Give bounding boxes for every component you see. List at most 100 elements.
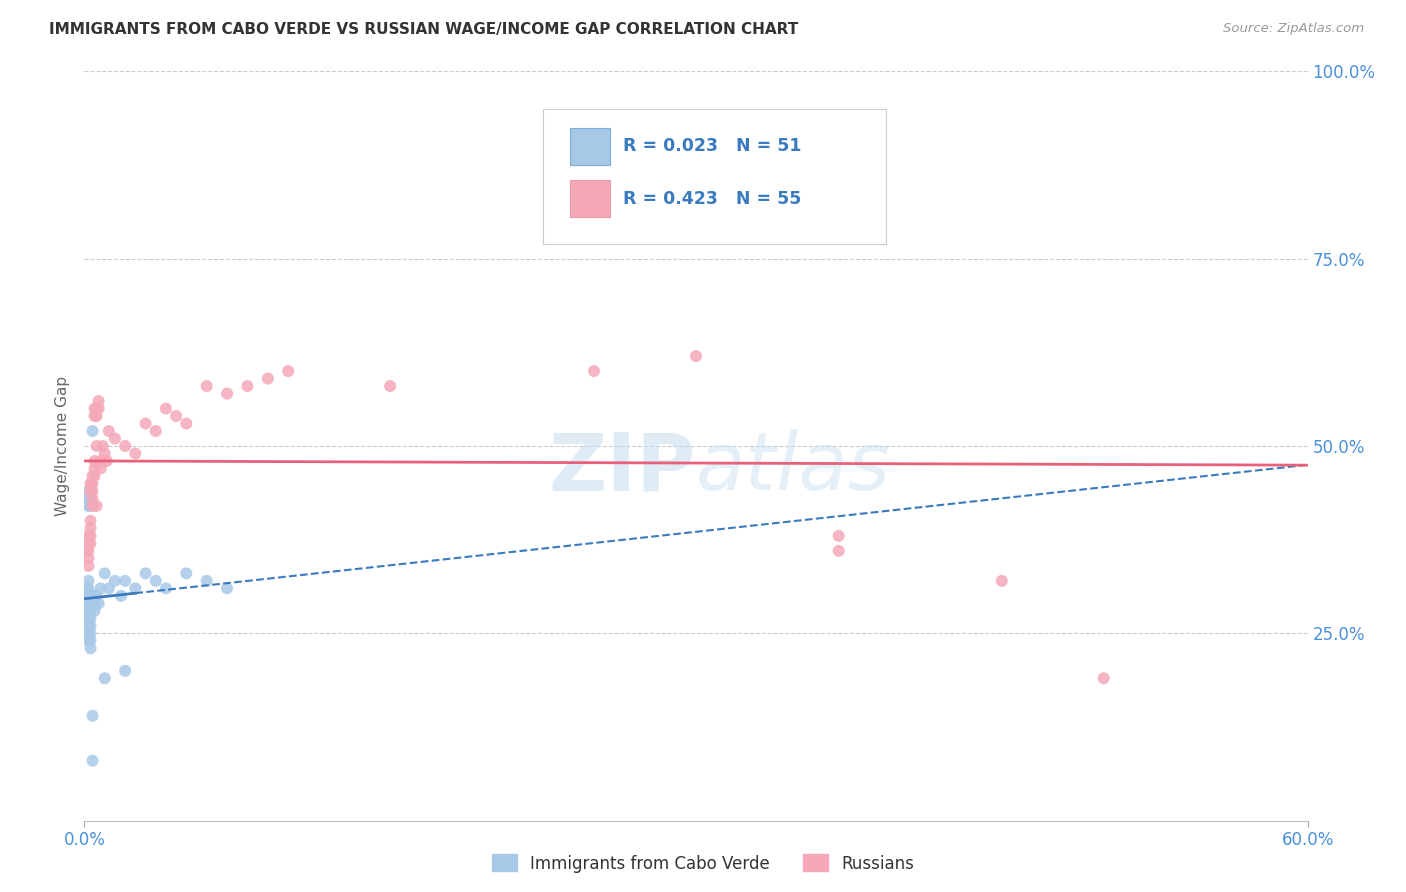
Point (828, 529, 851, 543)
Point (77, 574, 100, 588)
Point (82, 491, 104, 506)
Text: Source: ZipAtlas.com: Source: ZipAtlas.com (1223, 22, 1364, 36)
Point (86, 439, 108, 453)
Point (82, 754, 104, 768)
Point (87, 596, 110, 610)
Point (82, 424, 104, 438)
Point (217, 386, 239, 401)
Point (93, 446, 115, 460)
Point (135, 566, 157, 581)
Point (236, 379, 259, 393)
Point (828, 154, 851, 169)
FancyBboxPatch shape (569, 128, 610, 165)
Point (96, 454, 118, 468)
Point (79, 596, 101, 610)
Text: atlas: atlas (696, 429, 891, 508)
Point (104, 574, 127, 588)
Point (77, 633, 100, 648)
Point (79, 521, 101, 535)
Point (685, 349, 707, 363)
Y-axis label: Wage/Income Gap: Wage/Income Gap (55, 376, 70, 516)
Point (83, 596, 105, 610)
Point (114, 439, 136, 453)
Point (1092, 671, 1115, 685)
Point (583, 364, 606, 378)
Point (165, 409, 187, 423)
Point (77, 529, 100, 543)
Point (90, 461, 112, 475)
Point (82, 596, 104, 610)
Point (79, 604, 101, 618)
Point (79, 536, 101, 550)
Point (124, 446, 146, 460)
Point (79, 514, 101, 528)
Point (77, 483, 100, 498)
Point (77, 626, 100, 640)
Point (83, 409, 105, 423)
Point (93, 671, 115, 685)
Point (82, 476, 104, 491)
Point (195, 379, 218, 393)
Point (145, 574, 167, 588)
Point (75, 589, 97, 603)
Point (114, 664, 136, 678)
Point (77, 558, 100, 573)
Point (90, 582, 112, 596)
Point (77, 596, 100, 610)
Point (79, 633, 101, 648)
Point (155, 582, 177, 596)
Point (79, 491, 101, 506)
Point (97, 582, 120, 596)
Point (174, 417, 197, 431)
Point (124, 582, 146, 596)
Point (86, 409, 108, 423)
Text: R = 0.023   N = 51: R = 0.023 N = 51 (623, 137, 801, 155)
Point (83, 461, 105, 475)
Point (991, 574, 1014, 588)
Point (86, 589, 108, 603)
Point (75, 544, 97, 558)
Point (104, 432, 127, 446)
Point (79, 589, 101, 603)
Point (87, 401, 110, 416)
Point (75, 604, 97, 618)
Point (77, 536, 100, 550)
Point (97, 424, 120, 438)
Point (79, 619, 101, 633)
Point (145, 424, 167, 438)
Point (75, 582, 97, 596)
Point (93, 566, 115, 581)
Point (87, 394, 110, 409)
Point (86, 499, 108, 513)
Point (82, 483, 104, 498)
Point (77, 604, 100, 618)
Point (174, 566, 197, 581)
Point (257, 371, 280, 385)
Point (135, 417, 157, 431)
Point (82, 499, 104, 513)
Point (110, 589, 132, 603)
FancyBboxPatch shape (569, 180, 610, 218)
Point (82, 589, 104, 603)
Point (83, 589, 105, 603)
Point (277, 364, 299, 378)
Point (77, 582, 100, 596)
Point (79, 641, 101, 656)
Text: IMMIGRANTS FROM CABO VERDE VS RUSSIAN WAGE/INCOME GAP CORRELATION CHART: IMMIGRANTS FROM CABO VERDE VS RUSSIAN WA… (49, 22, 799, 37)
Point (828, 544, 851, 558)
Point (79, 476, 101, 491)
Point (77, 611, 100, 625)
Point (77, 589, 100, 603)
Point (77, 619, 100, 633)
Point (86, 401, 108, 416)
Point (79, 626, 101, 640)
Point (114, 574, 136, 588)
Point (83, 401, 105, 416)
Point (77, 544, 100, 558)
Point (155, 401, 177, 416)
Point (83, 469, 105, 483)
Point (91, 439, 114, 453)
Point (217, 582, 239, 596)
Point (77, 551, 100, 566)
Legend: Immigrants from Cabo Verde, Russians: Immigrants from Cabo Verde, Russians (485, 847, 921, 880)
